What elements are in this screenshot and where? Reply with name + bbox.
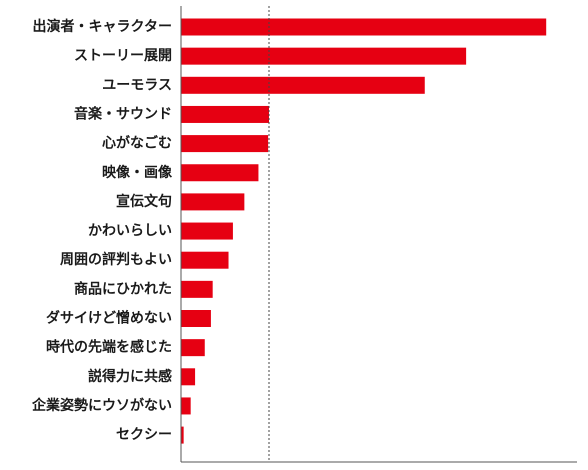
bar: [181, 164, 259, 182]
bar: [181, 368, 196, 386]
bar: [181, 310, 211, 327]
bars: [181, 18, 547, 444]
bar: [181, 339, 205, 357]
category-label: 説得力に共感: [88, 368, 172, 385]
category-label: 周囲の評判もよい: [60, 251, 172, 268]
bar: [181, 426, 184, 444]
bar: [181, 397, 191, 415]
category-label: セクシー: [116, 427, 172, 443]
category-label: 音楽・サウンド: [74, 105, 172, 122]
category-label: 企業姿勢にウソがない: [31, 397, 172, 414]
bar: [181, 280, 213, 298]
category-label: 心がなごむ: [102, 135, 172, 152]
category-label: 宣伝文句: [116, 193, 172, 210]
bar: [181, 76, 425, 94]
bar: [181, 193, 245, 211]
category-label: 映像・画像: [102, 164, 173, 181]
category-label: かわいらしい: [88, 223, 172, 239]
category-label: ユーモラス: [102, 77, 172, 93]
bar: [181, 135, 269, 153]
category-label: 時代の先端を感じた: [46, 339, 172, 356]
category-label: 商品にひかれた: [74, 280, 172, 297]
category-label: ストーリー展開: [74, 48, 172, 64]
bar: [181, 251, 229, 269]
bar: [181, 105, 269, 123]
category-label: 出演者・キャラクター: [33, 18, 172, 35]
bar: [181, 18, 547, 36]
category-label: ダサイけど憎めない: [46, 310, 172, 327]
bar: [181, 222, 233, 240]
bar: [181, 47, 467, 65]
category-labels: 出演者・キャラクターストーリー展開ユーモラス音楽・サウンド心がなごむ映像・画像宣…: [31, 18, 173, 443]
